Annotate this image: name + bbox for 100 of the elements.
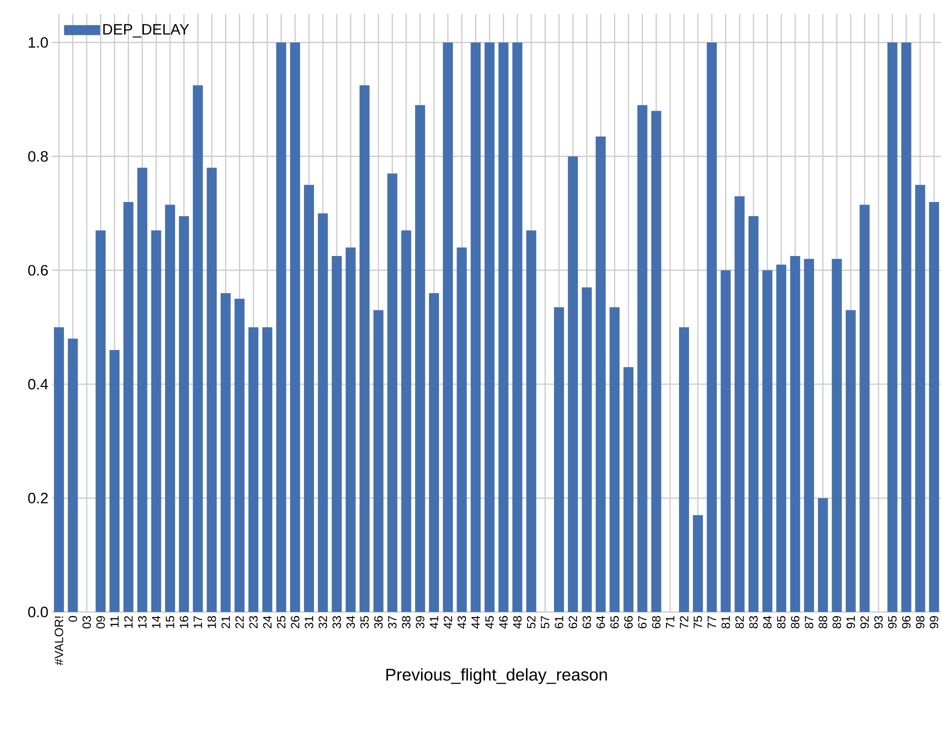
bar — [832, 258, 842, 612]
bar — [568, 156, 578, 612]
x-tick-label: 52 — [526, 616, 536, 628]
bar — [582, 287, 592, 612]
bar — [442, 42, 453, 612]
bar — [804, 258, 814, 612]
x-tick-label: 34 — [346, 616, 355, 628]
bar — [360, 85, 370, 612]
bar — [915, 184, 926, 612]
y-tick-label: 0.4 — [28, 378, 48, 390]
x-tick-label: 64 — [596, 616, 605, 628]
x-tick-label: 84 — [763, 616, 772, 628]
bar — [178, 216, 189, 612]
bar — [151, 230, 162, 612]
x-tick-label: 92 — [860, 616, 869, 628]
bar — [248, 327, 258, 612]
bar — [679, 327, 690, 612]
bar — [401, 230, 412, 612]
x-tick-label: 23 — [249, 616, 258, 628]
x-tick-label: 88 — [818, 616, 828, 628]
x-tick-label: 86 — [790, 616, 800, 628]
x-tick-label: 14 — [152, 616, 160, 628]
bar — [220, 293, 231, 612]
bar — [96, 230, 106, 612]
x-tick-label: 62 — [568, 616, 578, 628]
x-axis-title: Previous_flight_delay_reason — [386, 668, 607, 684]
bar — [123, 202, 134, 612]
x-tick-label: 44 — [472, 616, 480, 629]
x-tick-label: 36 — [374, 616, 383, 628]
x-tick-label: 96 — [902, 616, 911, 628]
x-tick-label: 42 — [444, 616, 452, 629]
x-tick-label: 85 — [777, 616, 786, 628]
bar — [748, 216, 758, 612]
x-tick-label: 95 — [888, 616, 897, 628]
bar — [846, 310, 856, 612]
bar — [776, 264, 786, 612]
bar — [526, 230, 536, 612]
bar — [470, 42, 481, 612]
bar — [54, 327, 64, 612]
x-tick-label: 77 — [708, 616, 716, 628]
bar — [165, 204, 176, 612]
x-tick-label: 45 — [485, 616, 494, 629]
y-tick-label: 1.0 — [28, 37, 48, 48]
x-tick-label: 98 — [916, 616, 924, 628]
x-tick-label: 37 — [388, 616, 397, 628]
x-tick-label: 75 — [694, 616, 702, 628]
bar — [456, 248, 467, 612]
y-tick-label: 0.2 — [28, 492, 48, 504]
x-tick-label: 38 — [402, 616, 410, 628]
bar — [818, 498, 828, 612]
x-tick-label: 72 — [680, 616, 688, 628]
bar — [276, 42, 286, 612]
x-tick-label: 99 — [930, 616, 938, 628]
bar — [554, 307, 564, 612]
bar — [428, 293, 439, 612]
bar — [206, 168, 217, 612]
bar — [110, 350, 120, 612]
bar — [929, 202, 940, 612]
x-tick-label: 32 — [318, 616, 328, 628]
x-tick-label: 26 — [290, 616, 300, 628]
bar — [790, 256, 800, 612]
bar — [610, 307, 620, 612]
bar — [318, 213, 328, 612]
x-tick-label: 89 — [832, 616, 842, 628]
bar — [720, 270, 731, 612]
x-tick-label: 91 — [846, 616, 855, 628]
bar — [498, 42, 508, 612]
bar — [373, 310, 384, 612]
bar — [706, 42, 717, 612]
x-tick-label: 83 — [749, 616, 758, 628]
x-tick-label: 46 — [499, 616, 508, 629]
x-tick-label: 61 — [554, 616, 564, 628]
bar — [596, 136, 606, 612]
x-tick-label: 35 — [360, 616, 369, 628]
x-tick-label: 82 — [735, 616, 744, 628]
x-tick-label: 57 — [540, 616, 550, 628]
x-tick-label: 31 — [304, 616, 314, 628]
bar — [651, 110, 662, 612]
bar — [68, 338, 78, 612]
bar — [137, 168, 148, 612]
bar — [512, 42, 522, 612]
bar — [734, 196, 745, 612]
x-tick-label: 43 — [458, 616, 466, 629]
x-tick-label: 24 — [263, 616, 272, 628]
x-tick-label: 87 — [804, 616, 814, 628]
bar — [304, 184, 314, 612]
bar — [692, 515, 703, 612]
x-tick-label: 67 — [638, 616, 647, 628]
bar — [234, 298, 245, 612]
bar — [262, 327, 272, 612]
x-tick-label: 33 — [332, 616, 342, 628]
bar — [887, 42, 898, 612]
x-tick-label: 21 — [221, 616, 230, 628]
bar — [623, 367, 634, 612]
x-tick-label: 65 — [610, 616, 619, 628]
x-tick-label: 12 — [124, 616, 133, 628]
x-tick-label: 13 — [138, 616, 147, 628]
bar — [484, 42, 495, 612]
x-tick-label: 63 — [582, 616, 592, 628]
x-tick-label: 68 — [652, 616, 660, 628]
